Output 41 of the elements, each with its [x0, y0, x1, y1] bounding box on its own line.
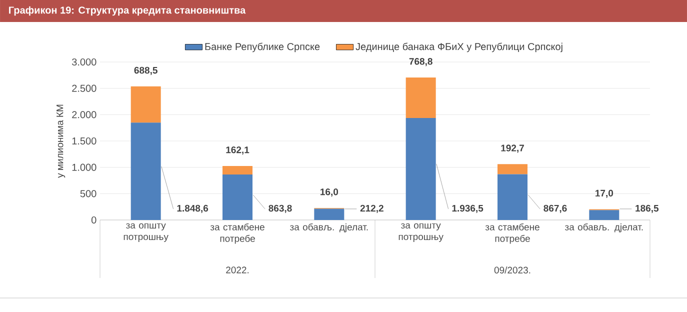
text: 09/2023. [494, 266, 530, 274]
data-label: 162,1 [226, 146, 250, 155]
legend-label: Јединице банака ФБиХ у Републици Српскоj [356, 42, 562, 52]
y-tick-label: 500 [80, 190, 96, 198]
y-tick-label: 2.500 [72, 84, 96, 92]
bar [589, 210, 620, 220]
data-label: 1.848,6 [177, 204, 208, 213]
data-label: 212,2 [360, 204, 384, 213]
text: 2022. [226, 266, 249, 274]
x-tick-label: за стамбене потребе [210, 223, 264, 244]
bar [406, 78, 436, 118]
data-label: 1.936,5 [452, 204, 484, 213]
bar [314, 208, 344, 220]
x-tick-label: за општу потрошњу [398, 223, 444, 242]
bar [130, 122, 161, 220]
x-tick-label: за општу потрошњу [124, 223, 168, 242]
bar [222, 166, 253, 174]
bar [406, 118, 436, 220]
data-label: 186,5 [636, 204, 659, 213]
data-label: 17,0 [596, 190, 614, 198]
data-label: 768,8 [409, 58, 432, 66]
data-label: 863,8 [268, 204, 292, 213]
y-tick-label: 0 [91, 216, 96, 224]
y-tick-label: 3.000 [72, 58, 96, 66]
y-tick-label: 2.000 [72, 111, 96, 118]
y-tick-label: 1.500 [72, 137, 96, 145]
x-tick-label: за стамбене потребе [485, 223, 540, 244]
legend-label: Банке Републике Српске [205, 42, 320, 52]
bar [222, 174, 253, 220]
x-tick-label: за обављ. дјелат. [564, 223, 643, 232]
x-tick-label: за обављ. дјелат. [290, 223, 368, 232]
y-axis-title: у милионима КМ [56, 104, 66, 178]
bar [130, 86, 161, 123]
data-label: 688,5 [134, 66, 158, 76]
data-label: 16,0 [320, 188, 338, 197]
bar [497, 174, 528, 220]
y-tick-label: 1.000 [72, 164, 96, 171]
bar [497, 164, 528, 174]
data-label: 867,6 [544, 204, 567, 213]
chart-title: Графикон 19: Структура кредита становништва [9, 6, 246, 16]
data-label: 192,7 [501, 144, 524, 153]
